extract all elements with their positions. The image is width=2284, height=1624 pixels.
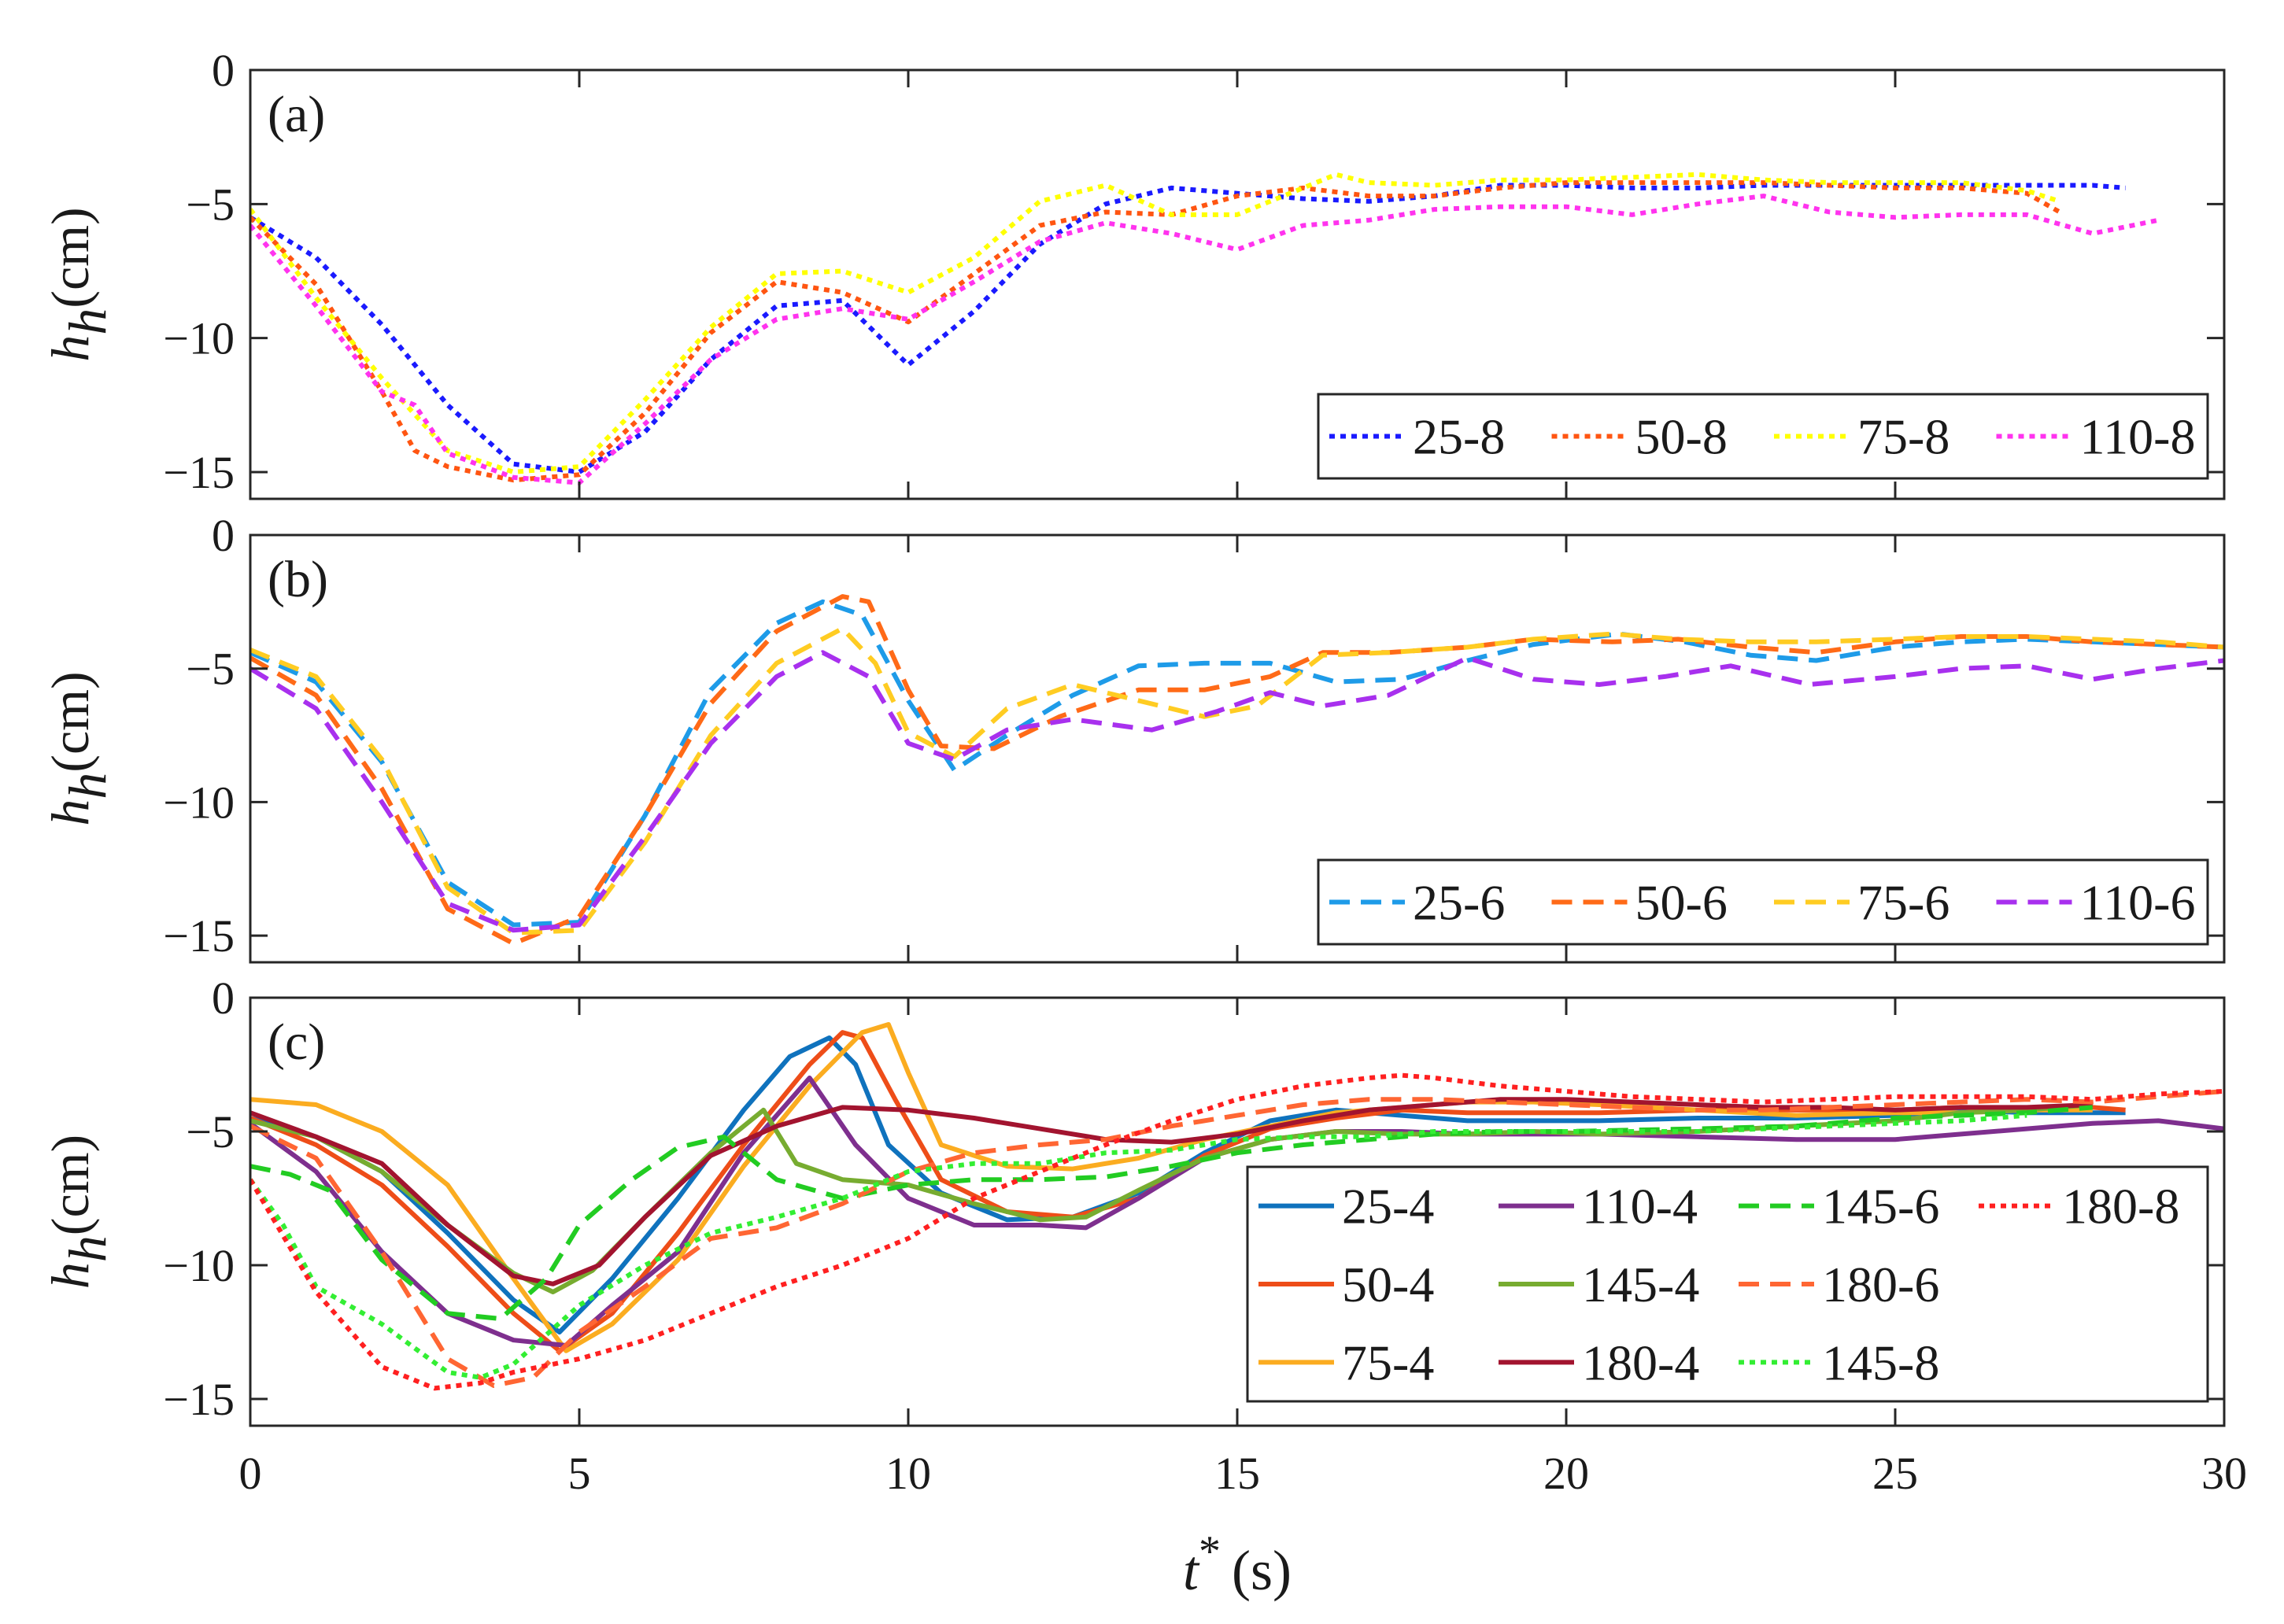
x-tick-label: 30 — [2201, 1448, 2247, 1499]
legend-label-25-4: 25-4 — [1342, 1179, 1434, 1235]
panel-c-label: (c) — [268, 1013, 325, 1071]
panel-a-ylabel-unit: (cm) — [40, 207, 100, 308]
series-line-110-6 — [250, 650, 2224, 933]
panel-c-ticks: 0−5−10−150 5 10 15 20 25 30 — [163, 973, 2247, 1499]
legend-label-75-4: 75-4 — [1342, 1334, 1434, 1390]
legend-label-180-8: 180-8 — [2062, 1179, 2179, 1235]
y-tick-label: −5 — [186, 644, 235, 695]
y-tick-label: −15 — [163, 447, 235, 498]
legend-label-50-8: 50-8 — [1635, 409, 1728, 465]
series-line-180-8 — [250, 1072, 2224, 1391]
panel-a-ylabel: hh(cm) — [40, 207, 117, 361]
panel-b-ticks: 0 −5 −10 −15 — [163, 510, 2226, 962]
x-tick-label: 10 — [885, 1448, 931, 1499]
panel-a: 0−5−10−15 (a) hh(cm) 25-8 50-8 75-8 110-8 — [40, 45, 2226, 500]
legend-box — [1317, 393, 2209, 480]
panel-b-ylabel-sub: h — [57, 773, 117, 799]
legend-label-50-4: 50-4 — [1342, 1257, 1434, 1312]
panel-a-label: (a) — [268, 86, 325, 143]
panel-a-ticks: 0 −5 −10 −15 — [163, 45, 2226, 499]
y-tick-label: −10 — [163, 1240, 235, 1291]
series-line-180-6 — [250, 1089, 2224, 1388]
y-tick-label: −10 — [163, 777, 235, 828]
legend-label-180-6: 180-6 — [1822, 1257, 1939, 1312]
panel-b-series — [250, 594, 2224, 947]
legend-label-145-6: 145-6 — [1822, 1179, 1939, 1235]
panel-b-ylabel-main: h — [40, 799, 100, 826]
series-line-75-8 — [250, 172, 2060, 474]
panel-a-ylabel-main: h — [40, 335, 100, 362]
y-tick-label: −5 — [186, 179, 235, 230]
panel-b-ylabel-unit: (cm) — [40, 671, 100, 772]
panel-c: 0−5−10−150 5 10 15 20 25 30 (c) hh(cm) 25-450-… — [40, 973, 2247, 1499]
x-tick-label: 25 — [1872, 1448, 1918, 1499]
legend-label-110-6: 110-6 — [2080, 875, 2196, 931]
x-axis-label-unit: (s) — [1232, 1539, 1292, 1602]
legend-label-50-6: 50-6 — [1635, 875, 1728, 931]
y-tick-label: 0 — [212, 45, 235, 96]
panel-a-legend: 25-8 50-8 75-8 110-8 — [1317, 393, 2209, 480]
panel-c-ylabel-unit: (cm) — [40, 1135, 100, 1235]
y-tick-label: −15 — [163, 910, 235, 961]
legend-label-110-4: 110-4 — [1582, 1179, 1698, 1235]
legend-label-25-6: 25-6 — [1413, 875, 1505, 931]
legend-label-25-8: 25-8 — [1413, 409, 1505, 465]
panel-c-ylabel-main: h — [40, 1262, 100, 1289]
x-tick-label: 0 — [239, 1448, 262, 1499]
y-tick-label: −10 — [163, 313, 235, 364]
x-tick-label: 15 — [1214, 1448, 1260, 1499]
panel-c-ylabel: hh(cm) — [40, 1135, 117, 1289]
panel-c-legend: 25-4 50-4 75-4 110-4 145-4 180-4 145-6 180-6 145… — [1246, 1165, 2209, 1403]
panel-c-series — [250, 1022, 2224, 1391]
series-line-145-8 — [250, 1113, 2027, 1380]
panel-c-ylabel-sub: h — [57, 1235, 117, 1262]
series-line-75-6 — [250, 626, 2224, 936]
x-axis-label-main: t — [1183, 1539, 1200, 1602]
series-line-145-6 — [250, 1105, 2094, 1321]
panel-b-label: (b) — [268, 551, 328, 608]
legend-label-75-6: 75-6 — [1857, 875, 1950, 931]
series-line-50-8 — [250, 180, 2061, 483]
legend-label-110-8: 110-8 — [2080, 409, 2196, 465]
legend-label-145-4: 145-4 — [1582, 1257, 1699, 1312]
legend-label-75-8: 75-8 — [1857, 409, 1950, 465]
legend-label-145-8: 145-8 — [1822, 1334, 1939, 1390]
series-line-110-8 — [250, 194, 2159, 485]
panel-b-ylabel: hh(cm) — [40, 671, 117, 825]
series-line-25-6 — [250, 599, 2224, 928]
y-tick-label: −5 — [186, 1106, 235, 1157]
x-tick-label: 5 — [568, 1448, 591, 1499]
panel-a-series — [250, 172, 2159, 485]
y-tick-label: 0 — [212, 973, 235, 1024]
x-axis-label-sup: * — [1199, 1527, 1221, 1576]
panel-b-legend: 25-6 50-6 75-6 110-6 — [1317, 858, 2209, 946]
x-tick-label: 20 — [1543, 1448, 1589, 1499]
series-line-50-6 — [250, 594, 2224, 947]
panel-b: 0−5−10−15 (b) hh(cm) 25-6 50-6 75-6 110-6 — [40, 510, 2226, 964]
panel-a-ylabel-sub: h — [57, 308, 117, 335]
y-tick-label: 0 — [212, 510, 235, 561]
y-tick-label: −15 — [163, 1374, 235, 1425]
legend-label-180-4: 180-4 — [1582, 1334, 1699, 1390]
x-axis-label: t* (s) — [1183, 1527, 1292, 1602]
